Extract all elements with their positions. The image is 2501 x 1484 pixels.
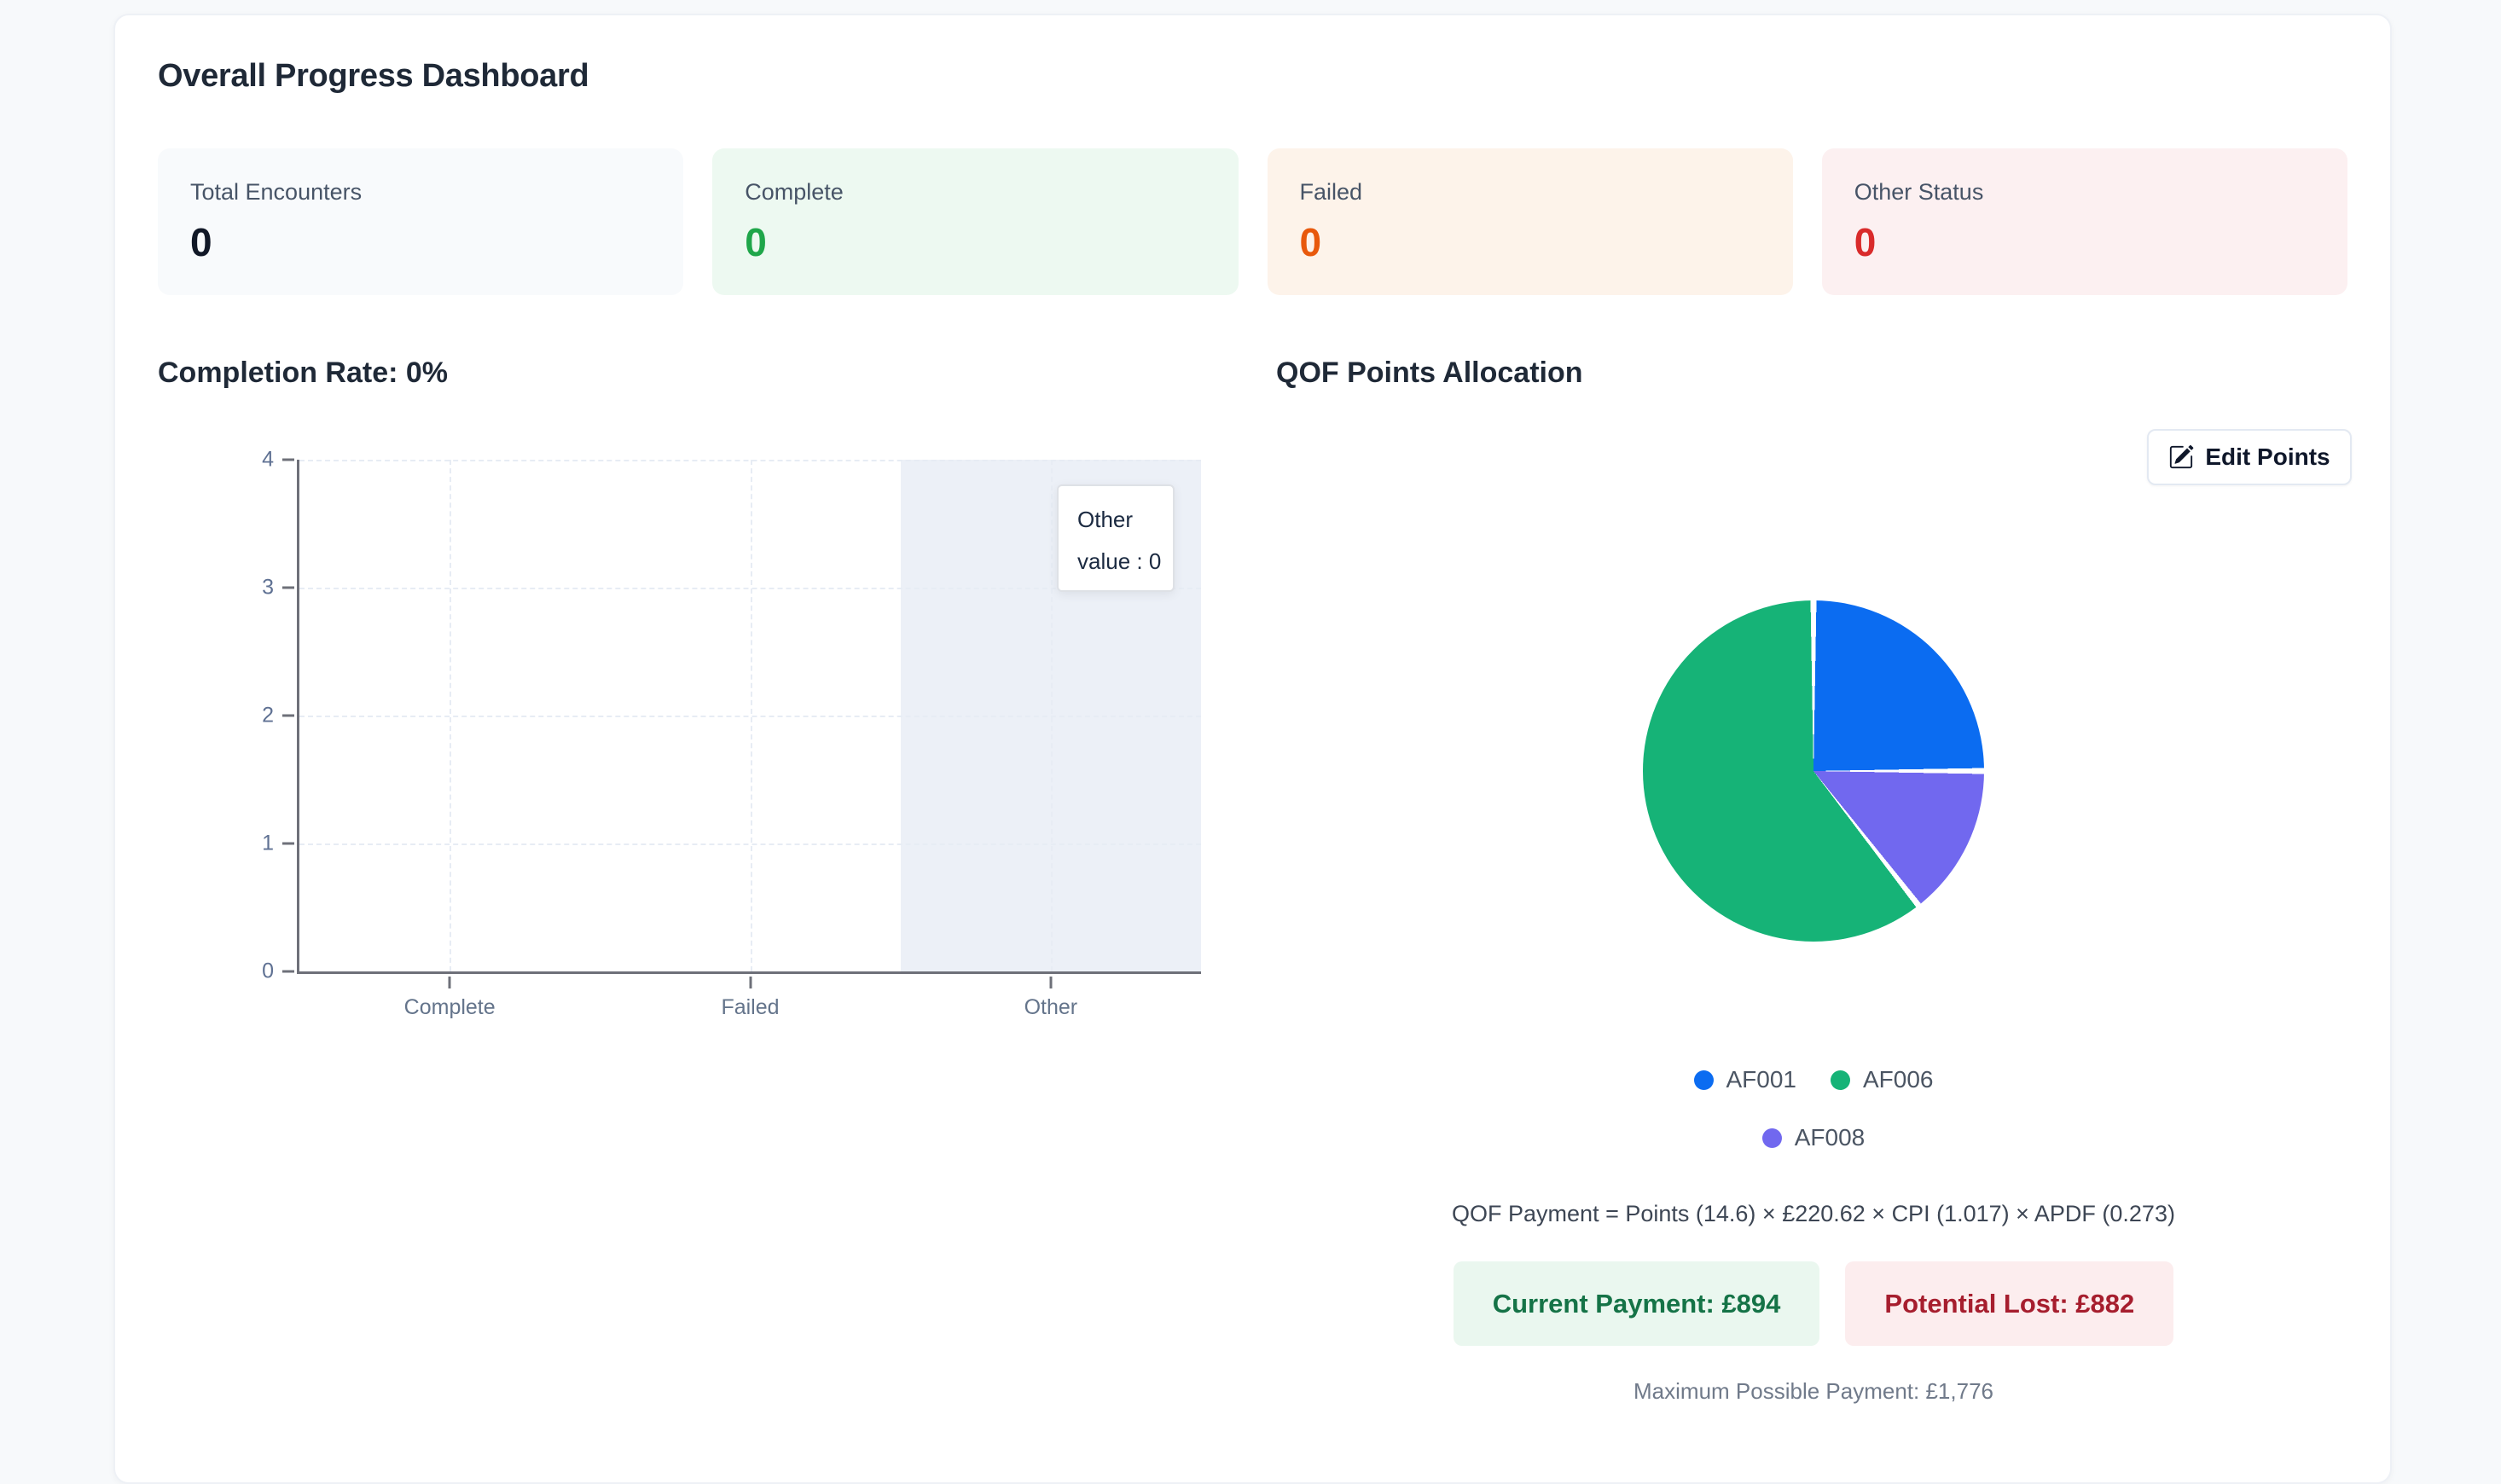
y-axis-tick <box>282 586 294 589</box>
legend-item-af006[interactable]: AF006 <box>1831 1066 1934 1093</box>
stat-value: 0 <box>190 220 212 264</box>
payments-row: Current Payment: £894 Potential Lost: £8… <box>1276 1261 2351 1346</box>
stat-value: 0 <box>1854 220 1877 264</box>
edit-points-label: Edit Points <box>2205 443 2330 470</box>
x-axis-category-label: Complete <box>403 995 496 1019</box>
y-axis-tick <box>282 842 294 845</box>
edit-points-button[interactable]: Edit Points <box>2147 429 2352 485</box>
legend-item-af001[interactable]: AF001 <box>1693 1066 1797 1093</box>
tooltip-title: Other <box>1077 507 1134 532</box>
x-axis-tick <box>448 977 451 988</box>
max-payment-text: Maximum Possible Payment: £1,776 <box>1633 1378 1993 1404</box>
legend-dot <box>1761 1127 1782 1148</box>
legend-label: AF006 <box>1863 1066 1934 1093</box>
y-axis-tick-label: 0 <box>262 959 274 983</box>
potential-lost-box: Potential Lost: £882 <box>1845 1261 2174 1346</box>
pencil-square-icon <box>2170 444 2194 469</box>
y-axis-tick-label: 1 <box>262 831 274 855</box>
x-axis-tick <box>1049 977 1053 988</box>
x-axis-tick <box>749 977 751 988</box>
y-axis-tick-label: 4 <box>262 447 274 472</box>
legend-dot <box>1831 1070 1850 1090</box>
qof-payment-formula: QOF Payment = Points (14.6) × £220.62 × … <box>1452 1201 2175 1226</box>
stat-value: 0 <box>1299 220 1322 264</box>
y-axis-tick-label: 2 <box>262 703 274 728</box>
chart-tooltip: Other value : 0 <box>1057 484 1175 592</box>
stat-label: Total Encounters <box>190 179 363 205</box>
stat-card-total-encounters: Total Encounters 0 <box>158 148 684 295</box>
vertical-gridline <box>750 460 752 971</box>
legend-label: AF001 <box>1726 1066 1797 1093</box>
stat-value: 0 <box>745 220 767 264</box>
stat-label: Failed <box>1299 179 1363 205</box>
vertical-gridline <box>450 460 452 971</box>
tooltip-value: value : 0 <box>1077 548 1162 574</box>
y-axis-tick <box>282 714 294 717</box>
pie-legend-row-1: AF001 AF006 <box>1276 1063 2351 1097</box>
completion-rate-heading: Completion Rate: 0% <box>158 357 449 389</box>
y-axis-tick-label: 3 <box>262 575 274 600</box>
page-title: Overall Progress Dashboard <box>158 58 589 94</box>
y-axis-tick <box>282 970 294 973</box>
stat-label: Complete <box>745 179 844 205</box>
legend-label: AF008 <box>1794 1124 1866 1151</box>
stat-card-failed: Failed 0 <box>1267 148 1793 295</box>
dashboard-card: Overall Progress Dashboard Total Encount… <box>113 14 2392 1484</box>
current-payment-box: Current Payment: £894 <box>1453 1261 1820 1346</box>
legend-dot <box>1693 1070 1714 1090</box>
vertical-gridline <box>1050 460 1053 971</box>
legend-item-af008[interactable]: AF008 <box>1761 1124 1866 1151</box>
pie-legend-row-2: AF008 <box>1276 1121 2351 1155</box>
stat-card-complete: Complete 0 <box>712 148 1239 295</box>
stats-row: Total Encounters 0 Complete 0 Failed 0 O… <box>158 148 2347 295</box>
qof-pie-chart[interactable] <box>1643 600 1984 942</box>
x-axis-category-label: Other <box>1024 995 1078 1019</box>
stat-label: Other Status <box>1854 179 1984 205</box>
completion-bar-chart[interactable]: Other value : 0 0 1 2 3 4 Complete Failed Other <box>262 448 1201 1019</box>
qof-points-heading: QOF Points Allocation <box>1276 357 1583 389</box>
stat-card-other-status: Other Status 0 <box>1821 148 2347 295</box>
x-axis-category-label: Failed <box>721 995 780 1019</box>
y-axis-tick <box>282 458 294 461</box>
